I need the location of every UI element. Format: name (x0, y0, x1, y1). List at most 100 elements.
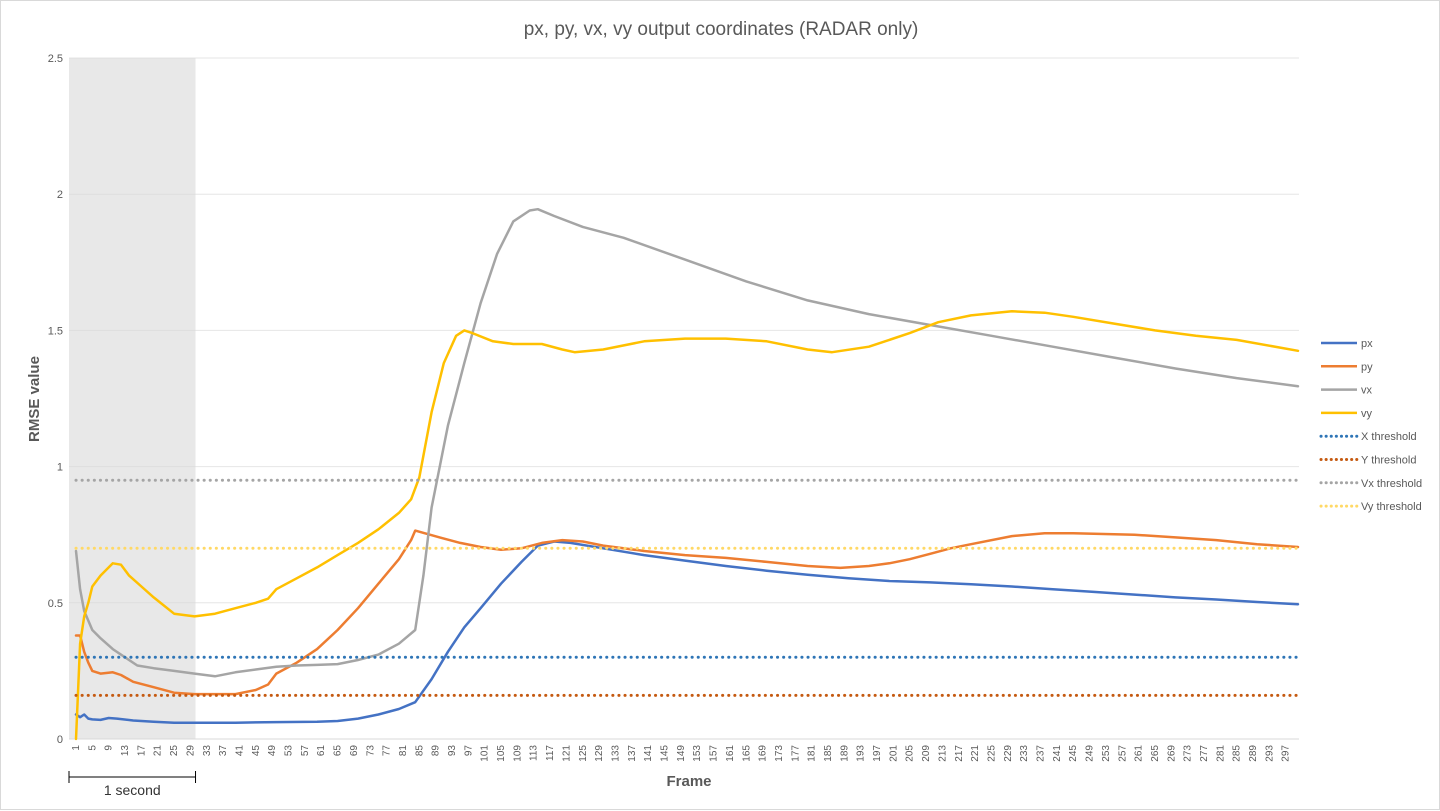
x-tick-label: 249 (1085, 745, 1096, 762)
legend: px py vx vy X threshold Y threshold Vx thresho… (1319, 338, 1422, 513)
x-axis-ticks: 1 5 9 13 17 21 25 29 33 37 41 45 49 53 57 61 65 69 73 77 81 8… (71, 745, 1292, 762)
x-tick-label: 97 (463, 745, 474, 757)
x-tick-label: 177 (790, 745, 801, 762)
x-tick-label: 189 (839, 745, 850, 762)
x-tick-label: 137 (627, 745, 638, 762)
x-tick-label: 93 (447, 745, 458, 757)
x-tick-label: 133 (610, 745, 621, 762)
x-tick-label: 89 (431, 745, 442, 757)
x-tick-label: 73 (365, 745, 376, 757)
legend-label: vx (1361, 385, 1373, 397)
y-tick-label: 1 (57, 462, 63, 474)
annotation-label: 1 second (104, 782, 161, 798)
x-tick-label: 181 (807, 745, 818, 762)
x-tick-label: 53 (284, 745, 295, 757)
y-tick-label: 0.5 (48, 598, 63, 610)
x-tick-label: 65 (333, 745, 344, 757)
x-tick-label: 113 (529, 745, 540, 761)
x-tick-label: 233 (1019, 745, 1030, 762)
x-tick-label: 37 (218, 745, 229, 757)
x-tick-label: 205 (905, 745, 916, 762)
x-axis-title: Frame (666, 773, 711, 790)
y-tick-label: 0 (57, 734, 63, 746)
legend-label: Y threshold (1361, 455, 1416, 467)
x-tick-label: 221 (970, 745, 981, 762)
x-tick-label: 213 (937, 745, 948, 762)
x-tick-label: 101 (480, 745, 491, 762)
x-tick-label: 229 (1003, 745, 1014, 762)
x-tick-label: 41 (234, 745, 245, 757)
x-tick-label: 45 (251, 745, 262, 757)
x-tick-label: 173 (774, 745, 785, 762)
x-tick-label: 77 (382, 745, 393, 757)
x-tick-label: 157 (709, 745, 720, 762)
x-tick-label: 57 (300, 745, 311, 757)
x-tick-label: 5 (87, 745, 98, 751)
x-tick-label: 209 (921, 745, 932, 762)
y-axis-title: RMSE value (26, 356, 43, 442)
series-py (74, 529, 1300, 696)
x-tick-label: 81 (398, 745, 409, 757)
x-tick-label: 29 (185, 745, 196, 757)
annotation-bracket: 1 second (68, 771, 197, 798)
legend-label: X threshold (1361, 431, 1417, 443)
x-tick-label: 109 (512, 745, 523, 762)
legend-label: px (1361, 338, 1373, 350)
series-vx (74, 207, 1300, 678)
shaded-region (69, 58, 196, 739)
x-tick-label: 117 (545, 745, 556, 761)
x-tick-label: 269 (1166, 745, 1177, 762)
x-tick-label: 241 (1052, 745, 1063, 762)
x-tick-label: 153 (692, 745, 703, 762)
x-tick-label: 193 (856, 745, 867, 762)
series-lines (74, 207, 1300, 741)
x-tick-label: 129 (594, 745, 605, 762)
x-tick-label: 85 (414, 745, 425, 757)
x-tick-label: 261 (1134, 745, 1145, 762)
x-tick-label: 265 (1150, 745, 1161, 762)
x-tick-label: 237 (1036, 745, 1047, 762)
x-tick-label: 285 (1232, 745, 1243, 762)
x-tick-label: 217 (954, 745, 965, 762)
x-tick-label: 121 (561, 745, 572, 762)
legend-label: py (1361, 361, 1373, 373)
grid-lines (69, 57, 1299, 604)
x-tick-label: 141 (643, 745, 654, 762)
x-tick-label: 49 (267, 745, 278, 757)
x-tick-label: 257 (1117, 745, 1128, 762)
x-tick-label: 69 (349, 745, 360, 757)
x-tick-label: 165 (741, 745, 752, 762)
x-tick-label: 105 (496, 745, 507, 762)
x-tick-label: 61 (316, 745, 327, 757)
x-tick-label: 185 (823, 745, 834, 762)
x-tick-label: 21 (153, 745, 164, 757)
x-tick-label: 149 (676, 745, 687, 762)
x-tick-label: 33 (202, 745, 213, 757)
x-tick-label: 17 (136, 745, 147, 757)
legend-label: Vx threshold (1361, 478, 1422, 490)
x-tick-label: 277 (1199, 745, 1210, 762)
x-tick-label: 1 (71, 745, 82, 751)
y-tick-label: 1.5 (48, 325, 63, 337)
x-tick-label: 281 (1215, 745, 1226, 762)
x-tick-label: 125 (578, 745, 589, 762)
chart-title: px, py, vx, vy output coordinates (RADAR… (524, 19, 919, 40)
legend-label: vy (1361, 408, 1373, 420)
x-tick-label: 289 (1248, 745, 1259, 762)
x-tick-label: 145 (660, 745, 671, 762)
x-tick-label: 13 (120, 745, 131, 757)
x-tick-label: 201 (888, 745, 899, 762)
y-tick-label: 2 (57, 189, 63, 201)
x-tick-label: 253 (1101, 745, 1112, 762)
x-tick-label: 197 (872, 745, 883, 762)
x-tick-label: 9 (104, 745, 115, 751)
x-tick-label: 25 (169, 745, 180, 757)
x-tick-label: 273 (1183, 745, 1194, 762)
series-vy (74, 310, 1300, 741)
x-tick-label: 293 (1264, 745, 1275, 762)
legend-label: Vy threshold (1361, 501, 1422, 513)
y-axis-ticks: 0 0.5 1 1.5 2 2.5 (48, 53, 63, 746)
x-tick-label: 169 (758, 745, 769, 762)
